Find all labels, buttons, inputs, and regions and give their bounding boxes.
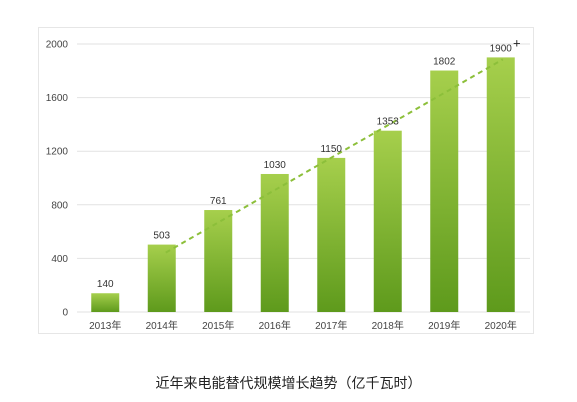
data-label: 140 [97, 279, 114, 290]
x-tick-label: 2018年 [372, 319, 404, 332]
x-tick-label: 2019年 [428, 319, 460, 332]
data-label: 1150 [320, 144, 342, 155]
y-tick-label: 2000 [46, 40, 69, 51]
data-label: 1353 [377, 117, 400, 128]
data-label: 1900 [490, 43, 513, 54]
x-tick-label: 2017年 [315, 319, 347, 332]
bar [204, 210, 233, 312]
y-tick-label: 0 [62, 308, 68, 319]
data-label: 503 [153, 231, 170, 242]
axes: 0 400 800 1200 1600 2000 2013年 2014年 2015年 2016年 2… [46, 40, 517, 333]
y-tick-label: 400 [51, 254, 68, 265]
bar [147, 244, 176, 312]
data-labels: 140 503 761 1030 1150 1353 1802 1900 + [97, 35, 521, 290]
chart-caption: 近年来电能替代规模增长趋势（亿千瓦时） [155, 376, 422, 392]
x-tick-label: 2013年 [89, 319, 121, 332]
bar [317, 157, 346, 312]
data-label: 1030 [264, 160, 287, 171]
bar [430, 70, 459, 312]
bar [91, 293, 120, 312]
trendline [165, 58, 504, 254]
data-label: 761 [210, 196, 227, 207]
bars [91, 57, 515, 313]
x-tick-label: 2014年 [146, 319, 178, 332]
plus-marker: + [513, 35, 521, 50]
x-tick-label: 2016年 [259, 319, 291, 332]
bar [260, 173, 289, 312]
x-tick-label: 2020年 [485, 319, 517, 332]
data-label: 1802 [433, 57, 456, 68]
y-tick-label: 1200 [46, 147, 69, 158]
y-tick-label: 1600 [46, 93, 69, 104]
bar [373, 130, 402, 312]
y-tick-label: 800 [51, 200, 68, 211]
x-tick-label: 2015年 [202, 319, 234, 332]
gridlines [77, 43, 530, 313]
trend-line [165, 58, 504, 254]
bar [486, 57, 515, 313]
